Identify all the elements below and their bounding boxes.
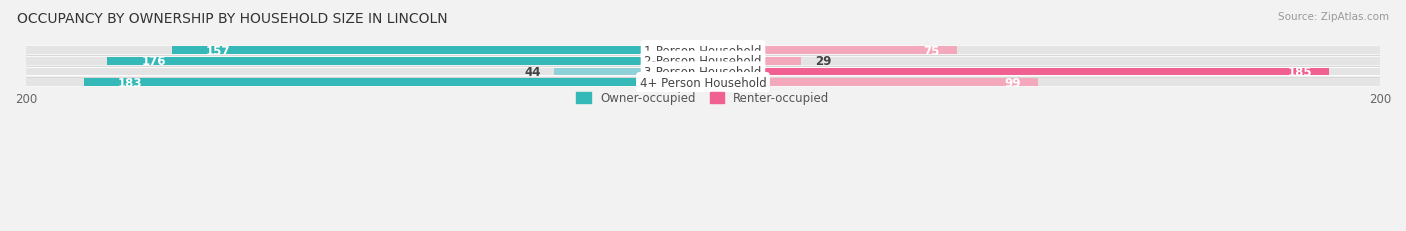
FancyBboxPatch shape [27,46,1379,55]
Text: 176: 176 [141,55,166,68]
Text: 2-Person Household: 2-Person Household [644,55,762,68]
Text: 183: 183 [118,76,142,89]
Bar [703,68,1379,76]
Bar [27,79,703,87]
FancyBboxPatch shape [27,78,1379,87]
FancyBboxPatch shape [27,57,1379,66]
Text: 29: 29 [814,55,831,68]
Text: 1-Person Household: 1-Person Household [644,44,762,57]
Bar [703,58,1379,65]
Bar [172,47,703,55]
Bar [703,79,1379,87]
Text: 75: 75 [924,44,939,57]
Bar [107,58,703,65]
Text: 3-Person Household: 3-Person Household [644,66,762,79]
Text: OCCUPANCY BY OWNERSHIP BY HOUSEHOLD SIZE IN LINCOLN: OCCUPANCY BY OWNERSHIP BY HOUSEHOLD SIZE… [17,12,447,25]
Text: 157: 157 [205,44,231,57]
Bar [84,79,703,87]
Bar [27,68,703,76]
Bar [27,58,703,65]
Text: 99: 99 [1005,76,1021,89]
Bar [703,58,801,65]
Text: Source: ZipAtlas.com: Source: ZipAtlas.com [1278,12,1389,21]
Bar [703,47,957,55]
Text: 4+ Person Household: 4+ Person Household [640,76,766,89]
Bar [27,47,703,55]
Bar [554,68,703,76]
Bar [703,79,1038,87]
Text: 185: 185 [1288,66,1312,79]
Bar [703,68,1329,76]
Text: 44: 44 [524,66,540,79]
FancyBboxPatch shape [27,68,1379,76]
Bar [703,47,1379,55]
Legend: Owner-occupied, Renter-occupied: Owner-occupied, Renter-occupied [572,87,834,110]
